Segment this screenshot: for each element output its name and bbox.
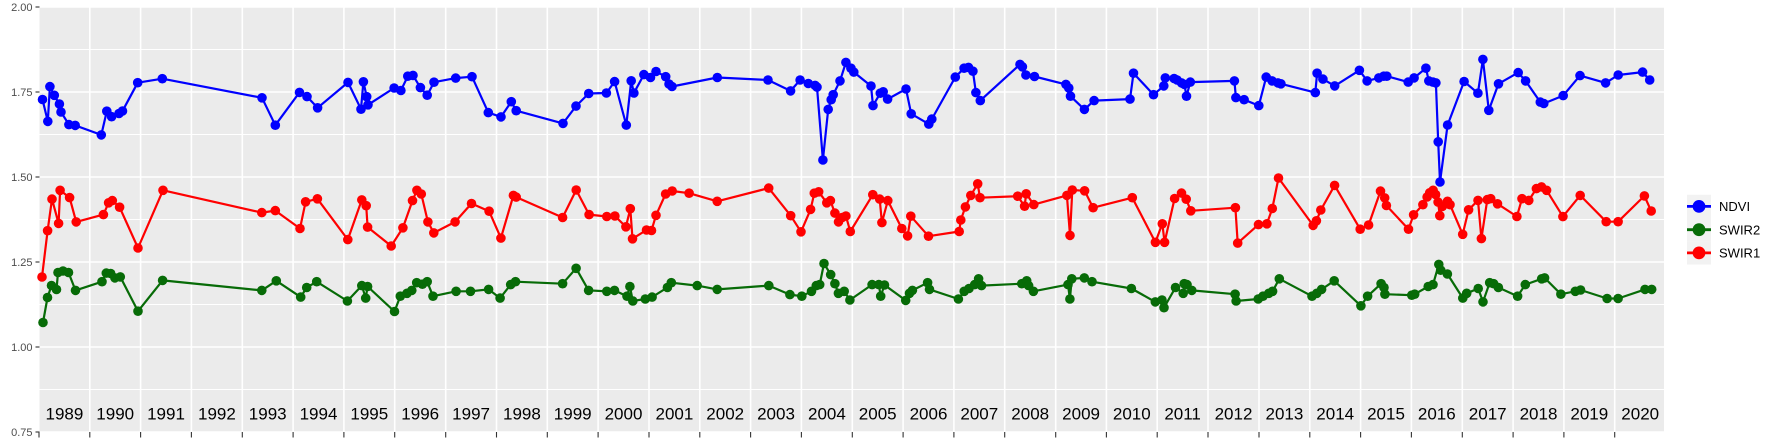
- svg-text:1.00: 1.00: [11, 342, 32, 354]
- svg-text:2002: 2002: [706, 405, 744, 424]
- svg-text:2004: 2004: [808, 405, 846, 424]
- svg-text:2012: 2012: [1215, 405, 1253, 424]
- svg-text:2000: 2000: [605, 405, 643, 424]
- svg-text:1998: 1998: [503, 405, 541, 424]
- svg-text:1.75: 1.75: [11, 87, 32, 99]
- svg-text:2003: 2003: [757, 405, 795, 424]
- svg-text:2013: 2013: [1265, 405, 1303, 424]
- svg-text:2016: 2016: [1418, 405, 1456, 424]
- svg-text:SWIR1: SWIR1: [1719, 246, 1760, 261]
- svg-text:1993: 1993: [249, 405, 287, 424]
- svg-text:2008: 2008: [1011, 405, 1049, 424]
- svg-text:2001: 2001: [655, 405, 693, 424]
- svg-text:2017: 2017: [1469, 405, 1507, 424]
- svg-text:1994: 1994: [300, 405, 338, 424]
- svg-text:1996: 1996: [401, 405, 439, 424]
- svg-text:1.50: 1.50: [11, 172, 32, 184]
- svg-text:2009: 2009: [1062, 405, 1100, 424]
- svg-text:1989: 1989: [45, 405, 83, 424]
- svg-text:1992: 1992: [198, 405, 236, 424]
- svg-text:NDVI: NDVI: [1719, 199, 1750, 214]
- svg-text:2015: 2015: [1367, 405, 1405, 424]
- svg-text:SWIR2: SWIR2: [1719, 222, 1760, 237]
- svg-text:2007: 2007: [960, 405, 998, 424]
- svg-text:2006: 2006: [910, 405, 948, 424]
- svg-text:1990: 1990: [96, 405, 134, 424]
- svg-text:2018: 2018: [1520, 405, 1558, 424]
- svg-text:2.00: 2.00: [11, 2, 32, 14]
- svg-text:0.75: 0.75: [11, 427, 32, 439]
- svg-text:2019: 2019: [1570, 405, 1608, 424]
- svg-text:2010: 2010: [1113, 405, 1151, 424]
- svg-text:1997: 1997: [452, 405, 490, 424]
- svg-text:2014: 2014: [1316, 405, 1354, 424]
- svg-text:2011: 2011: [1164, 405, 1201, 424]
- svg-text:1991: 1991: [147, 405, 185, 424]
- svg-text:1999: 1999: [554, 405, 592, 424]
- svg-text:1995: 1995: [350, 405, 388, 424]
- svg-text:1.25: 1.25: [11, 257, 32, 269]
- svg-text:2005: 2005: [859, 405, 897, 424]
- svg-text:2020: 2020: [1621, 405, 1659, 424]
